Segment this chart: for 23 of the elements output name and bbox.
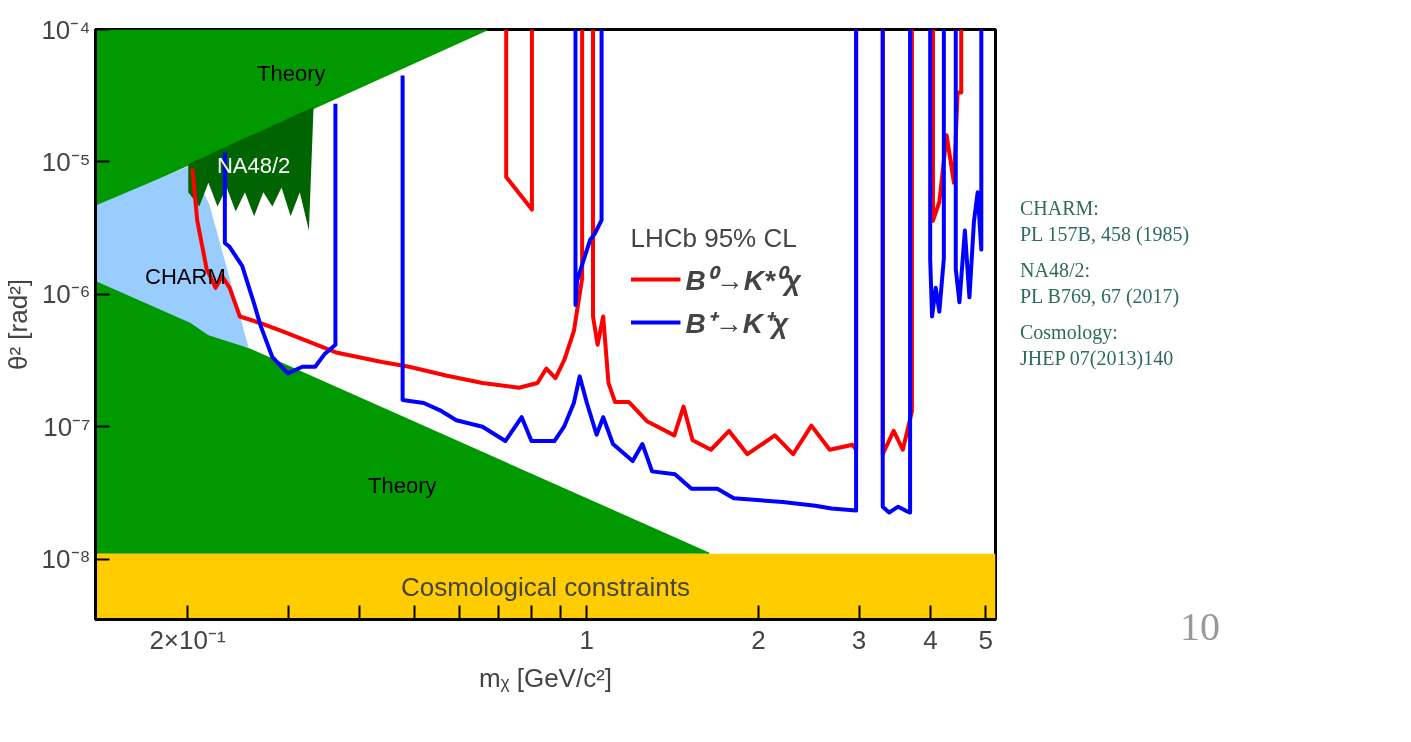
band-label: Cosmological constraints bbox=[401, 571, 691, 602]
text: NA48/2: PL B769, 67 (2017) bbox=[1020, 258, 1180, 309]
text: 10 bbox=[1180, 603, 1220, 651]
x-tick-label: 1 bbox=[579, 624, 594, 655]
y-tick-label: 10⁻⁴ bbox=[41, 14, 91, 45]
x-tick-label: 5 bbox=[978, 624, 994, 655]
x-tick-label: 2×10⁻¹ bbox=[149, 624, 226, 655]
text: Theory bbox=[368, 472, 437, 498]
x-tick-label: 2 bbox=[751, 624, 766, 655]
text: CHARM: PL 157B, 458 (1985) bbox=[1020, 196, 1190, 247]
y-tick-label: 10⁻⁸ bbox=[41, 544, 91, 575]
legend-label: B⁺→K⁺χ bbox=[685, 307, 789, 341]
y-tick-label: 10⁻⁷ bbox=[43, 411, 91, 442]
y-tick-label: 10⁻⁶ bbox=[41, 279, 91, 310]
x-axis-title: mᵪ [GeV/c²] bbox=[478, 662, 613, 693]
legend-title: LHCb 95% CL bbox=[630, 223, 798, 254]
y-axis-title: θ² [rad²] bbox=[3, 278, 34, 371]
y-tick-label: 10⁻⁵ bbox=[41, 146, 91, 177]
legend-label: B⁰→K*⁰χ bbox=[685, 264, 801, 298]
text: Cosmology: JHEP 07(2013)140 bbox=[1020, 320, 1174, 371]
x-tick-label: 3 bbox=[851, 624, 867, 655]
x-tick-label: 4 bbox=[923, 624, 938, 655]
series-label: Theory bbox=[257, 61, 326, 87]
